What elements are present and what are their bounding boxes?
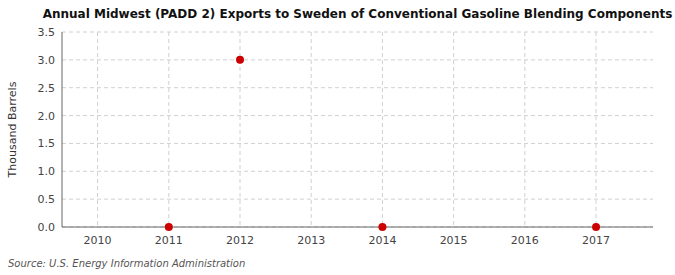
y-tick-label: 2.5 <box>38 82 56 95</box>
y-grid-line <box>62 143 653 144</box>
chart: 0.0 0.5 1.0 1.5 2.0 2.5 3.0 3.5 2010 2011 2012 2013… <box>0 0 675 275</box>
y-grid-line <box>62 171 653 172</box>
point <box>236 56 244 64</box>
x-tick-label: 2010 <box>84 234 112 247</box>
y-grid-line <box>62 59 653 60</box>
y-tick-label: 3.5 <box>38 26 56 39</box>
axes: 0.0 0.5 1.0 1.5 2.0 2.5 3.0 3.5 2010 2011 2012 2013… <box>38 26 654 247</box>
y-tick-label: 0.0 <box>38 221 56 234</box>
x-grid-line <box>453 32 454 227</box>
point <box>165 223 173 231</box>
x-tick-label: 2012 <box>226 234 254 247</box>
y-grid-line <box>62 115 653 116</box>
x-tick-label: 2011 <box>155 234 183 247</box>
y-axis-line <box>62 32 63 227</box>
title: Annual Midwest (PADD 2) Exports to Swede… <box>43 7 673 21</box>
y-tick-label: 2.0 <box>38 110 56 123</box>
points <box>165 56 600 231</box>
x-tick-label: 2015 <box>440 234 468 247</box>
x-grid-line <box>524 32 525 227</box>
x-axis-line <box>62 227 653 228</box>
grid <box>62 32 653 227</box>
x-grid-line <box>382 32 383 227</box>
x-tick-label: 2017 <box>582 234 610 247</box>
x-grid-line <box>596 32 597 227</box>
y-grid-line <box>62 87 653 88</box>
x-grid-line <box>97 32 98 227</box>
x-tick-label: 2014 <box>368 234 396 247</box>
y-grid-line <box>62 199 653 200</box>
point <box>592 223 600 231</box>
x-grid-line <box>168 32 169 227</box>
source: Source: U.S. Energy Information Administ… <box>8 258 245 269</box>
y-grid-line <box>62 32 653 33</box>
x-grid-line <box>311 32 312 227</box>
y-tick-label: 1.5 <box>38 137 56 150</box>
y-axis-label: Thousand Barrels <box>6 81 19 178</box>
y-tick-label: 3.0 <box>38 54 56 67</box>
y-tick-label: 0.5 <box>38 193 56 206</box>
y-tick-label: 1.0 <box>38 165 56 178</box>
x-tick-label: 2016 <box>511 234 539 247</box>
x-tick-label: 2013 <box>297 234 325 247</box>
point <box>378 223 386 231</box>
y-grid-line <box>62 227 653 228</box>
